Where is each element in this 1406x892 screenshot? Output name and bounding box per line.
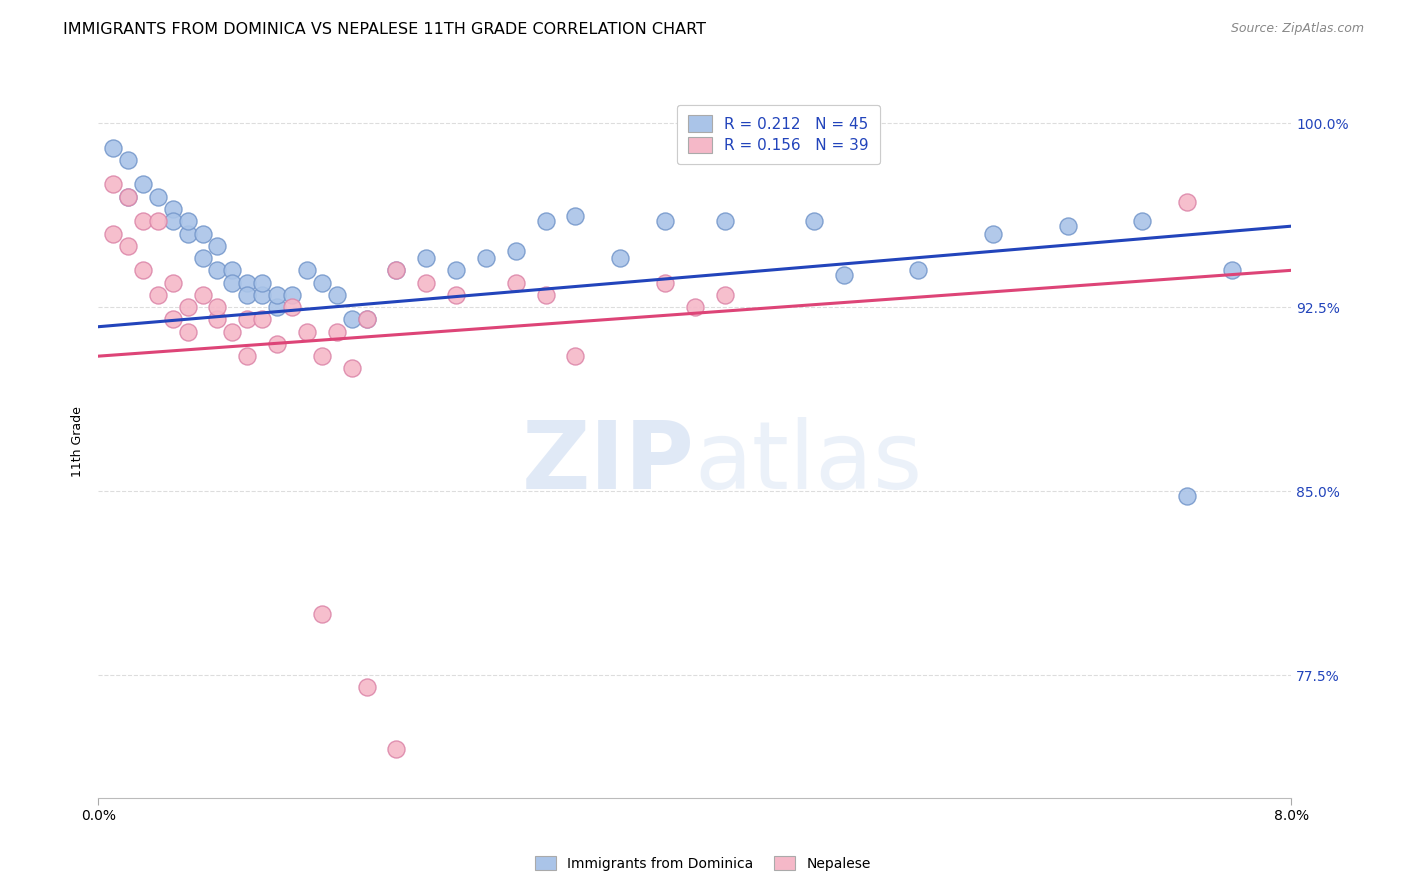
Point (162, 214, 184, 228)
Point (162, 202, 184, 216)
Point (311, 349, 333, 363)
Point (207, 239, 229, 253)
Point (191, 251, 214, 265)
Point (564, 210, 586, 224)
Point (803, 214, 825, 228)
Point (191, 288, 214, 302)
Point (207, 300, 229, 314)
Point (311, 276, 333, 290)
Point (654, 276, 676, 290)
Point (191, 227, 214, 241)
Point (281, 288, 304, 302)
Point (266, 288, 288, 302)
Point (981, 227, 1004, 241)
Point (1130, 214, 1153, 228)
Point (295, 325, 318, 339)
Point (101, 227, 124, 241)
Point (132, 263, 155, 277)
Point (146, 214, 169, 228)
Point (415, 276, 437, 290)
Text: ZIP: ZIP (522, 417, 695, 509)
Point (132, 178, 155, 192)
Legend: Immigrants from Dominica, Nepalese: Immigrants from Dominica, Nepalese (530, 850, 876, 876)
Point (326, 288, 349, 302)
Point (250, 312, 273, 326)
Text: IMMIGRANTS FROM DOMINICA VS NEPALESE 11TH GRADE CORRELATION CHART: IMMIGRANTS FROM DOMINICA VS NEPALESE 11T… (63, 22, 706, 37)
Point (1175, 194, 1198, 209)
Point (505, 276, 527, 290)
Text: atlas: atlas (695, 417, 922, 509)
Point (101, 178, 124, 192)
Point (713, 214, 735, 228)
Point (146, 190, 169, 204)
Point (146, 288, 169, 302)
Point (340, 361, 363, 376)
Point (1175, 489, 1198, 503)
Point (415, 251, 437, 265)
Point (236, 276, 259, 290)
Point (207, 263, 229, 277)
Point (356, 312, 378, 326)
Point (117, 190, 139, 204)
Point (475, 251, 498, 265)
Point (250, 288, 273, 302)
Point (101, 141, 124, 155)
Point (221, 276, 243, 290)
Point (1220, 263, 1243, 277)
Point (207, 312, 229, 326)
Point (505, 244, 527, 258)
Point (266, 300, 288, 314)
Point (907, 263, 929, 277)
Point (176, 325, 198, 339)
Point (326, 325, 349, 339)
Y-axis label: 11th Grade: 11th Grade (72, 407, 84, 477)
Point (444, 288, 467, 302)
Point (311, 607, 333, 621)
Point (117, 190, 139, 204)
Point (356, 312, 378, 326)
Point (832, 268, 855, 283)
Point (176, 214, 198, 228)
Point (564, 349, 586, 363)
Point (385, 741, 408, 756)
Point (713, 288, 735, 302)
Point (266, 337, 288, 351)
Point (221, 325, 243, 339)
Point (250, 276, 273, 290)
Point (117, 153, 139, 167)
Point (236, 312, 259, 326)
Point (236, 288, 259, 302)
Point (654, 214, 676, 228)
Point (683, 300, 706, 314)
Point (534, 214, 557, 228)
Point (534, 288, 557, 302)
Point (385, 263, 408, 277)
Point (236, 349, 259, 363)
Point (162, 312, 184, 326)
Point (176, 300, 198, 314)
Point (281, 300, 304, 314)
Point (162, 276, 184, 290)
Point (295, 263, 318, 277)
Point (385, 263, 408, 277)
Point (340, 312, 363, 326)
Point (221, 263, 243, 277)
Point (132, 214, 155, 228)
Point (444, 263, 467, 277)
Point (117, 239, 139, 253)
Point (609, 251, 631, 265)
Point (176, 227, 198, 241)
Point (1056, 219, 1078, 234)
Legend: R = 0.212   N = 45, R = 0.156   N = 39: R = 0.212 N = 45, R = 0.156 N = 39 (676, 104, 880, 164)
Point (356, 681, 378, 695)
Text: Source: ZipAtlas.com: Source: ZipAtlas.com (1230, 22, 1364, 36)
